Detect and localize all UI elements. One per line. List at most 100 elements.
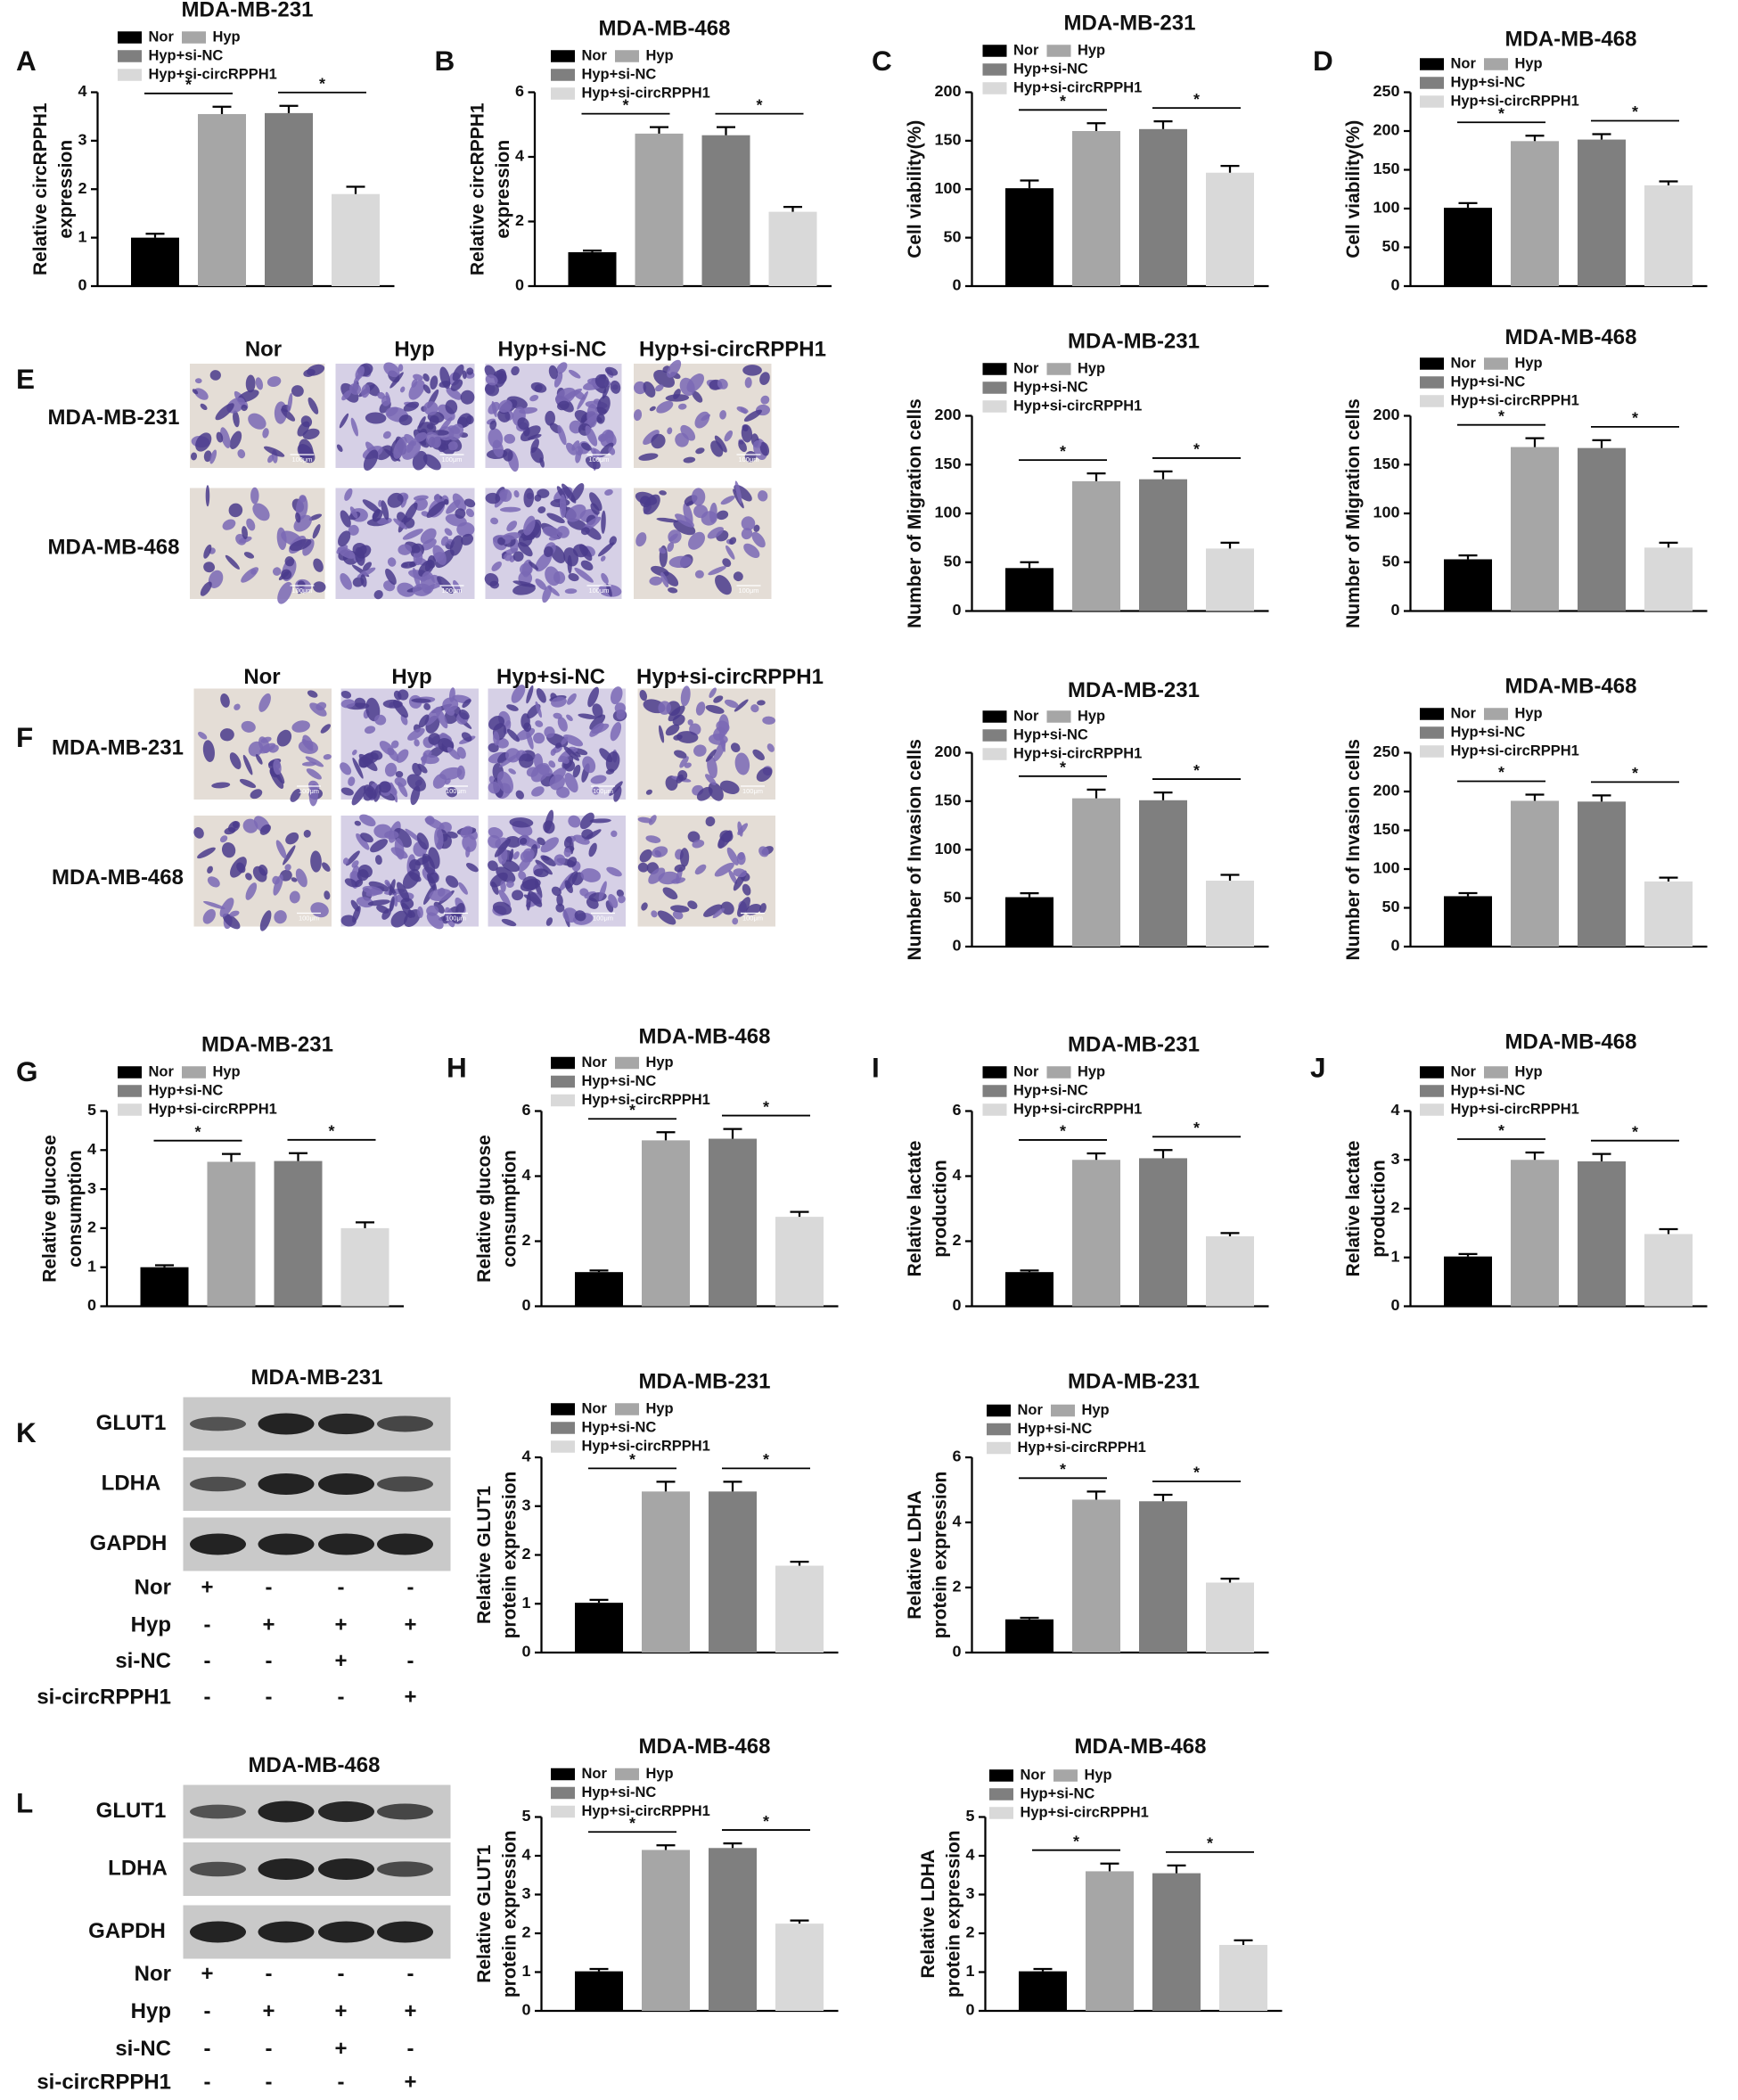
cell xyxy=(597,395,611,415)
cell xyxy=(303,829,311,838)
panel-letter: K xyxy=(16,1416,37,1448)
cell xyxy=(401,441,422,460)
cell xyxy=(444,906,455,928)
column-label: Hyp xyxy=(391,665,431,689)
bar xyxy=(642,1140,691,1307)
cell xyxy=(498,754,519,767)
band-label: GLUT1 xyxy=(96,1799,167,1823)
significance-star: * xyxy=(629,1450,635,1468)
legend-swatch xyxy=(1419,95,1444,108)
error-bar xyxy=(656,1131,676,1141)
legend-label: Hyp+si-NC xyxy=(1450,1082,1525,1098)
error-bar xyxy=(279,104,299,113)
bar xyxy=(768,211,817,286)
cell xyxy=(291,720,310,733)
cell xyxy=(734,752,750,775)
blot-title: MDA-MB-468 xyxy=(249,1753,381,1777)
cell xyxy=(406,774,426,792)
cell xyxy=(340,690,352,699)
error-bar xyxy=(656,1481,676,1492)
cell xyxy=(665,724,680,736)
legend-swatch xyxy=(982,1085,1007,1097)
cell xyxy=(337,546,356,559)
cell xyxy=(599,442,614,457)
cell xyxy=(523,488,535,508)
cell xyxy=(533,732,545,744)
cell xyxy=(284,556,295,567)
significance-star: * xyxy=(1193,1119,1200,1136)
y-axis-label: Number of Migration cells xyxy=(905,398,925,628)
condition-sign: - xyxy=(338,2070,345,2094)
condition-label: si-circRPPH1 xyxy=(37,1685,171,1709)
condition-sign: + xyxy=(262,1612,275,1637)
cell xyxy=(680,685,691,707)
cell xyxy=(504,553,512,562)
cell xyxy=(444,778,451,785)
cell xyxy=(229,752,242,770)
y-tick-label: 0 xyxy=(521,1643,530,1661)
legend-swatch xyxy=(1483,708,1508,720)
cell xyxy=(701,414,710,422)
cell xyxy=(416,833,430,850)
panel-letter: F xyxy=(16,721,33,753)
cell xyxy=(645,835,661,843)
condition-sign: - xyxy=(407,1649,414,1673)
condition-sign: - xyxy=(407,2037,414,2061)
error-bar xyxy=(222,1153,242,1162)
legend-label: Hyp xyxy=(646,1400,674,1416)
bar xyxy=(274,1161,323,1307)
error-bar xyxy=(1020,1616,1039,1620)
cell xyxy=(341,390,352,401)
cell xyxy=(255,377,264,390)
cell xyxy=(639,849,652,863)
legend-swatch xyxy=(1419,1085,1444,1097)
cell xyxy=(248,413,266,430)
legend-swatch xyxy=(551,69,576,81)
cell xyxy=(667,427,673,435)
cell xyxy=(713,695,724,703)
cell xyxy=(535,859,553,875)
cell xyxy=(537,764,553,777)
column-label: Hyp+si-NC xyxy=(498,337,607,361)
y-axis-label: Number of Invasion cells xyxy=(1343,739,1364,960)
cell xyxy=(675,513,694,528)
error-bar xyxy=(717,126,736,135)
error-bar xyxy=(1592,439,1611,448)
significance-star: * xyxy=(629,1814,635,1832)
y-tick-label: 250 xyxy=(1373,82,1399,100)
cell xyxy=(648,867,666,884)
cell xyxy=(462,699,471,709)
cell xyxy=(719,410,726,420)
micrograph: 100μm xyxy=(340,814,480,930)
cell xyxy=(195,432,212,452)
cell xyxy=(422,373,430,382)
cell xyxy=(598,435,609,441)
significance-star: * xyxy=(763,1097,769,1115)
cell xyxy=(452,364,464,381)
significance-star: * xyxy=(1498,1121,1504,1139)
chart-title: MDA-MB-468 xyxy=(1505,1029,1637,1054)
cell xyxy=(660,572,669,588)
cell xyxy=(733,868,747,878)
legend-swatch xyxy=(1419,376,1444,389)
cell xyxy=(340,699,356,709)
cell xyxy=(255,753,263,765)
cell xyxy=(719,830,734,842)
significance-star: * xyxy=(623,95,629,113)
bar xyxy=(1071,130,1120,286)
blot-band xyxy=(377,1415,434,1432)
cell xyxy=(751,531,766,548)
legend-swatch xyxy=(615,1768,640,1781)
condition-sign: - xyxy=(266,2070,273,2094)
cell xyxy=(498,488,512,502)
cell xyxy=(544,726,555,738)
legend-label: Hyp+si-circRPPH1 xyxy=(1450,742,1578,759)
cell xyxy=(529,394,539,402)
cell xyxy=(374,855,382,865)
cell xyxy=(275,840,287,859)
chart-title: MDA-MB-468 xyxy=(1075,1735,1207,1759)
cell xyxy=(219,728,234,742)
cell xyxy=(517,417,529,431)
blot-title: MDA-MB-231 xyxy=(251,1366,383,1390)
legend-swatch xyxy=(1419,1103,1444,1116)
